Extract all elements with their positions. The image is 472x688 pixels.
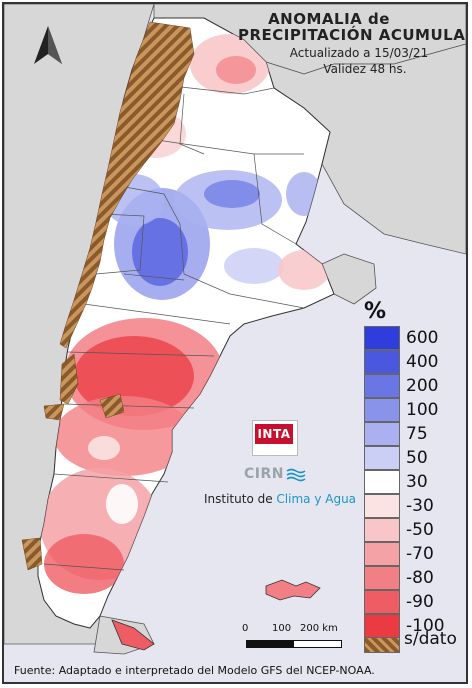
province-boundaries <box>43 83 305 571</box>
tierra-del-fuego <box>111 619 155 651</box>
map-updated-date: Actualizado a 15/03/21 <box>289 46 429 60</box>
legend-swatch--80 <box>364 566 400 590</box>
institution-name-prefix: Instituto de <box>204 492 277 506</box>
map-title-line2: PRECIPITACIÓN ACUMULADA <box>238 26 468 44</box>
no-data-patch-2 <box>43 403 65 421</box>
legend-label--30: -30 <box>406 496 434 516</box>
north-arrow-icon <box>34 26 62 64</box>
legend-label--90: -90 <box>406 592 434 612</box>
map-validity: Validez 48 hs. <box>323 62 407 76</box>
water-wave-icon <box>286 468 306 482</box>
legend-label-75: 75 <box>406 424 428 444</box>
legend-label-600: 600 <box>406 328 439 348</box>
legend-swatch-400 <box>364 350 400 374</box>
legend-label--100: -100 <box>406 616 445 636</box>
institution-name-highlight: Clima y Agua <box>276 492 357 506</box>
legend-swatch-30 <box>364 470 400 494</box>
legend-swatch-600 <box>364 326 400 350</box>
map-title-line1: ANOMALIA de <box>268 10 390 28</box>
legend-swatch-75 <box>364 422 400 446</box>
cirn-logo: CIRN <box>244 466 284 482</box>
scale-bar <box>246 640 342 648</box>
no-data-patch-3 <box>21 537 43 571</box>
no-data-andes-north <box>59 21 195 349</box>
legend-swatch-50 <box>364 446 400 470</box>
scale-tick-0: 0 <box>242 623 249 634</box>
source-note: Fuente: Adaptado e interpretado del Mode… <box>14 664 375 677</box>
legend-label-400: 400 <box>406 352 439 372</box>
scale-tick-100: 100 <box>272 623 292 634</box>
legend-swatch-100 <box>364 398 400 422</box>
legend-label-50: 50 <box>406 448 428 468</box>
scale-tick-200: 200 km <box>300 623 338 634</box>
legend-swatch--70 <box>364 542 400 566</box>
legend-swatch-200 <box>364 374 400 398</box>
legend-swatch--90 <box>364 590 400 614</box>
institution-name: Instituto de Clima y Agua <box>204 492 356 506</box>
legend-label-200: 200 <box>406 376 439 396</box>
neighbor-country-uruguay <box>321 253 377 305</box>
legend-label-100: 100 <box>406 400 439 420</box>
legend-label--70: -70 <box>406 544 434 564</box>
legend-no-data-label: s/dato <box>404 629 457 649</box>
legend-label-30: 30 <box>406 472 428 492</box>
legend-unit: % <box>364 299 387 324</box>
legend-label--80: -80 <box>406 568 434 588</box>
no-data-andes-mid <box>59 353 79 405</box>
legend-swatch--30 <box>364 494 400 518</box>
no-data-patch-1 <box>99 393 125 419</box>
inta-logo: INTA <box>255 424 293 444</box>
legend-swatch--100 <box>364 614 400 638</box>
malvinas-islands <box>265 579 321 601</box>
map-canvas <box>4 4 466 655</box>
legend-label--50: -50 <box>406 520 434 540</box>
legend-swatch--50 <box>364 518 400 542</box>
map-frame: ANOMALIA de PRECIPITACIÓN ACUMULADA Actu… <box>2 2 468 684</box>
